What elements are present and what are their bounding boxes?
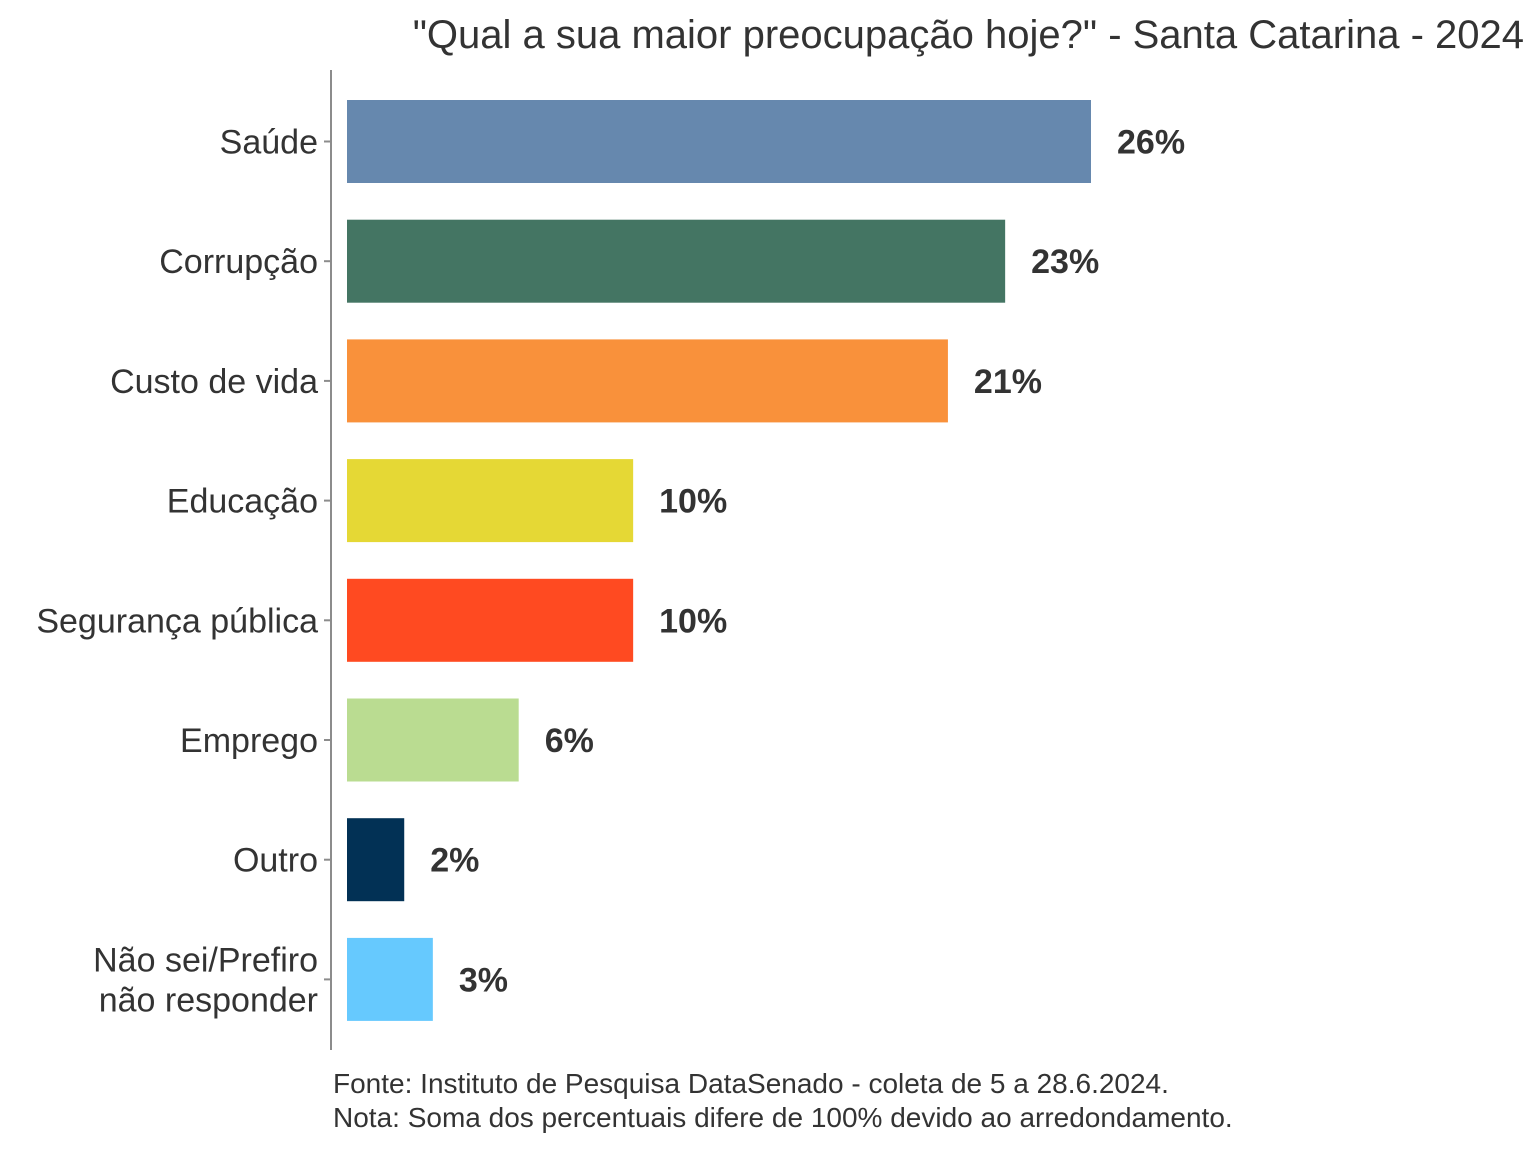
bar-3 bbox=[347, 459, 634, 543]
value-label: 10% bbox=[659, 602, 727, 640]
bar-0 bbox=[347, 100, 1091, 183]
bars-group: Saúde 26% Corrupção 23% Custo de vida 21% Educ… bbox=[36, 100, 1185, 1021]
value-label: 6% bbox=[545, 722, 594, 760]
bar-4 bbox=[347, 578, 634, 662]
bar-1 bbox=[347, 219, 1006, 303]
note-caption: Nota: Soma dos percentuais difere de 100… bbox=[333, 1102, 1233, 1133]
category-label: Educação bbox=[167, 483, 318, 521]
category-label: Outro bbox=[233, 842, 318, 880]
bar-2 bbox=[347, 339, 948, 423]
bar-6 bbox=[347, 818, 405, 902]
category-label: Corrupção bbox=[159, 243, 318, 281]
category-label: Emprego bbox=[180, 722, 318, 760]
value-label: 21% bbox=[974, 363, 1042, 401]
value-label: 3% bbox=[459, 961, 508, 999]
bar-7 bbox=[347, 937, 433, 1021]
value-label: 23% bbox=[1031, 243, 1099, 281]
source-caption: Fonte: Instituto de Pesquisa DataSenado … bbox=[333, 1068, 1169, 1099]
value-label: 2% bbox=[430, 842, 479, 880]
category-label: Custo de vida bbox=[110, 363, 318, 401]
category-label: Não sei/Prefiro não responder bbox=[93, 941, 318, 1019]
value-label: 26% bbox=[1117, 124, 1185, 162]
chart-title: "Qual a sua maior preocupação hoje?" - S… bbox=[413, 13, 1524, 57]
category-label: Saúde bbox=[220, 124, 318, 162]
bar-5 bbox=[347, 698, 519, 782]
value-label: 10% bbox=[659, 483, 727, 521]
category-label: Segurança pública bbox=[36, 602, 318, 640]
